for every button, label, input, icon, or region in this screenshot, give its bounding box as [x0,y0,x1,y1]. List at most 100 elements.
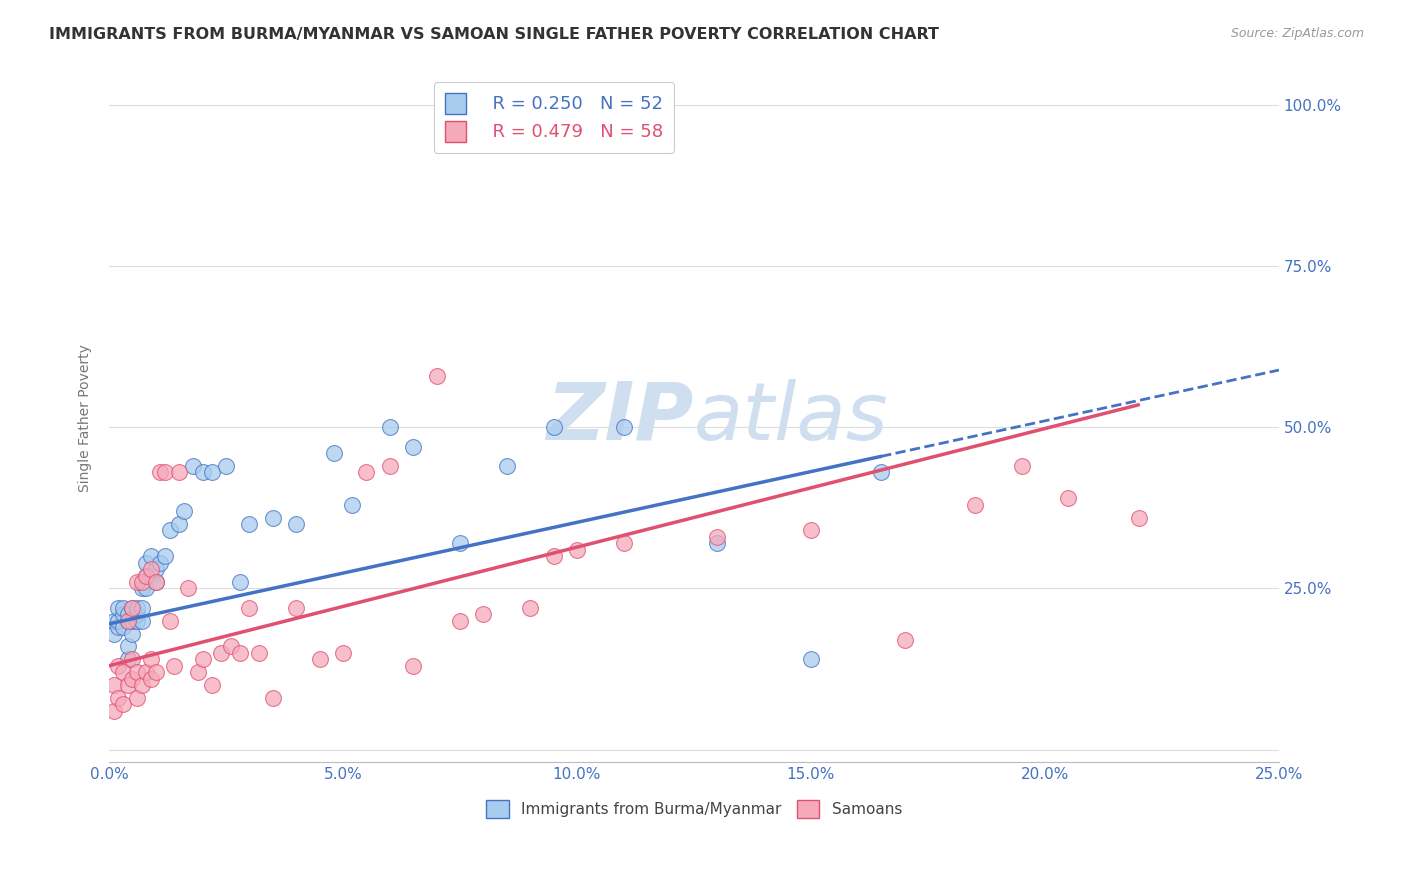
Point [107,600,129,615]
Point [121,614,143,628]
Point [125,691,148,706]
Point [107,658,129,673]
Point [117,614,139,628]
Point [117,652,139,666]
Point [135,556,157,570]
Text: IMMIGRANTS FROM BURMA/MYANMAR VS SAMOAN SINGLE FATHER POVERTY CORRELATION CHART: IMMIGRANTS FROM BURMA/MYANMAR VS SAMOAN … [49,27,939,42]
Text: Source: ZipAtlas.com: Source: ZipAtlas.com [1230,27,1364,40]
Point [402,440,425,454]
Point [177,582,200,596]
Point [107,614,129,628]
Point [706,530,728,544]
Point [402,658,425,673]
Y-axis label: Single Father Poverty: Single Father Poverty [79,343,93,491]
Point [121,626,143,640]
Point [1128,510,1150,524]
Point [173,504,195,518]
Point [209,646,232,660]
Point [342,498,364,512]
Point [139,568,162,582]
Point [191,652,214,666]
Point [139,672,162,686]
Point [219,640,242,654]
Point [149,466,172,480]
Point [117,678,139,692]
Point [121,600,143,615]
Point [125,574,148,589]
Point [519,600,541,615]
Point [449,614,471,628]
Text: atlas: atlas [695,379,889,457]
Point [800,524,823,538]
Point [543,420,565,434]
Point [125,607,148,622]
Point [131,574,153,589]
Point [125,665,148,680]
Point [229,646,252,660]
Point [495,458,517,473]
Point [201,466,224,480]
Point [163,658,186,673]
Point [145,665,167,680]
Point [107,620,129,634]
Text: ZIP: ZIP [547,379,695,457]
Point [247,646,270,660]
Point [117,607,139,622]
Point [285,600,308,615]
Point [963,498,986,512]
Point [262,510,284,524]
Point [145,574,167,589]
Point [238,600,260,615]
Point [153,466,176,480]
Point [262,691,284,706]
Point [238,516,260,531]
Point [121,672,143,686]
Point [145,574,167,589]
Point [543,549,565,564]
Point [135,568,157,582]
Point [378,420,401,434]
Point [187,665,209,680]
Point [159,614,181,628]
Point [103,614,125,628]
Point [167,516,190,531]
Point [125,600,148,615]
Point [308,652,330,666]
Point [1011,458,1033,473]
Point [191,466,214,480]
Point [145,562,167,576]
Point [103,626,125,640]
Point [181,458,204,473]
Point [149,556,172,570]
Point [131,582,153,596]
Point [121,652,143,666]
Point [121,600,143,615]
Point [117,614,139,628]
Point [111,620,134,634]
Point [449,536,471,550]
Point [356,466,378,480]
Point [565,542,588,557]
Point [111,665,134,680]
Point [893,632,915,647]
Point [378,458,401,473]
Point [111,607,134,622]
Point [322,446,344,460]
Point [131,678,153,692]
Point [201,678,224,692]
Point [800,652,823,666]
Point [135,568,157,582]
Point [613,420,636,434]
Point [111,600,134,615]
Point [332,646,354,660]
Point [167,466,190,480]
Point [139,562,162,576]
Point [215,458,238,473]
Point [103,678,125,692]
Point [870,466,893,480]
Point [107,691,129,706]
Point [153,549,176,564]
Point [139,549,162,564]
Point [613,536,636,550]
Point [1057,491,1080,506]
